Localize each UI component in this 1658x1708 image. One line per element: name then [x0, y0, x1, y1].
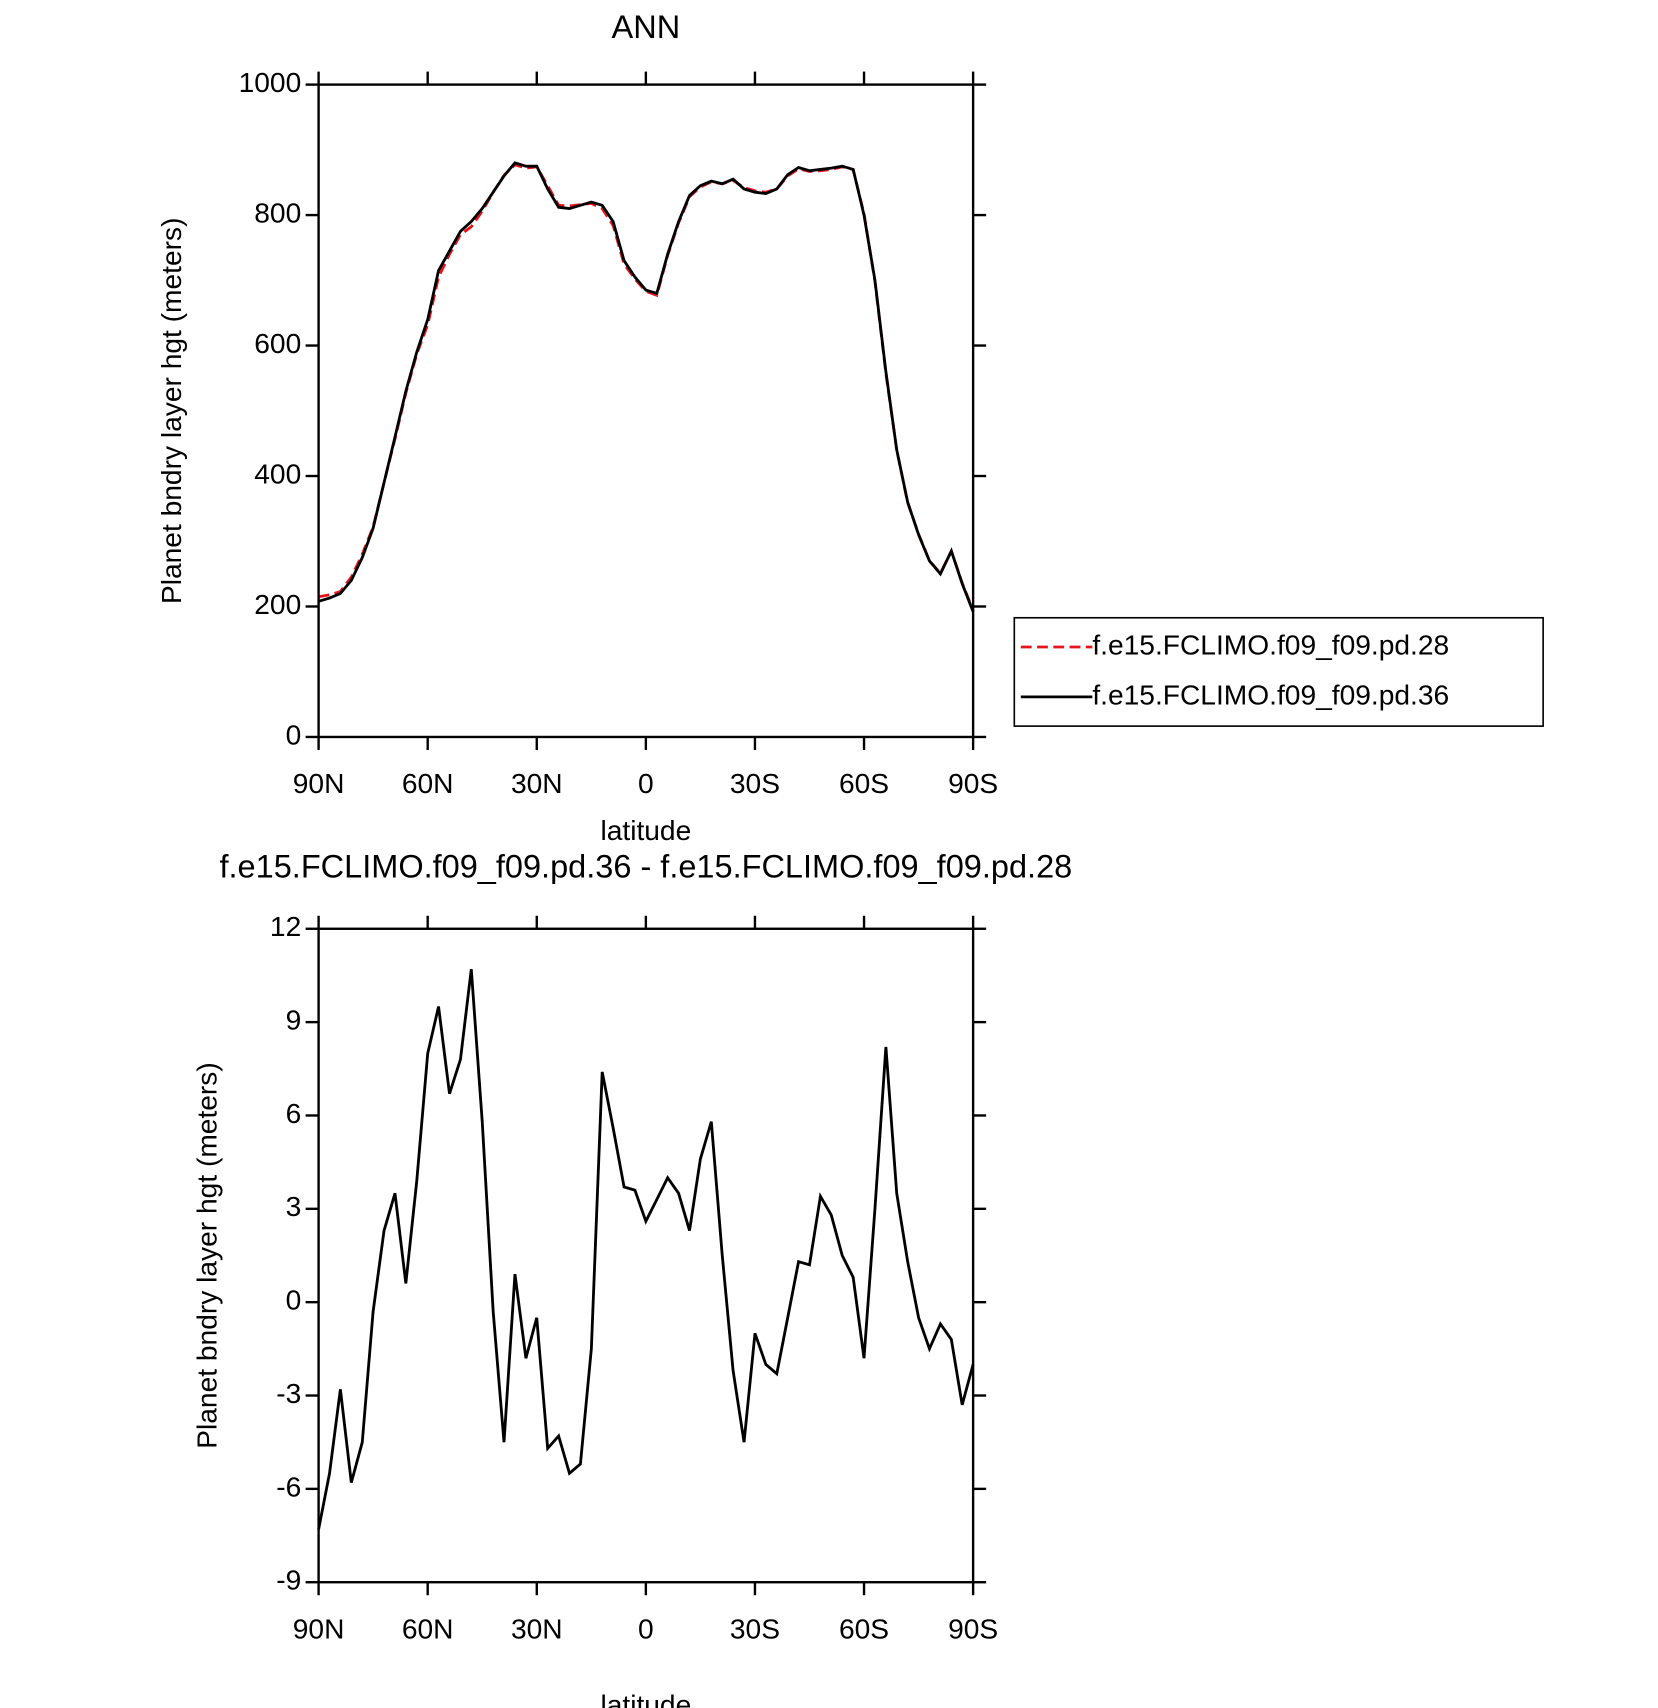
plot-frame [317, 83, 975, 739]
y-tick-label: 1000 [239, 66, 302, 98]
x-tick-label: 60N [402, 1612, 454, 1644]
x-tick-label: 90S [948, 767, 998, 799]
y-tick-label: 0 [286, 1284, 302, 1316]
x-tick-label: 0 [638, 767, 654, 799]
y-axis-label: Planet bndry layer hgt (meters) [155, 218, 187, 605]
chart-title: ANN [612, 9, 681, 45]
x-tick-label: 60S [839, 1612, 889, 1644]
y-tick-label: 200 [254, 588, 301, 620]
y-tick-label: 6 [286, 1097, 302, 1129]
y-tick-label: -9 [276, 1564, 301, 1596]
y-axis-label: Planet bndry layer hgt (meters) [191, 1062, 223, 1449]
legend-label: f.e15.FCLIMO.f09_f09.pd.36 [1092, 678, 1449, 710]
x-tick-label: 60N [402, 767, 454, 799]
x-tick-label: 60S [839, 767, 889, 799]
x-tick-label: 30S [730, 1612, 780, 1644]
x-axis-label: latitude [600, 814, 691, 846]
y-tick-label: 9 [286, 1004, 302, 1036]
plot-frame [317, 927, 975, 1584]
legend-label: f.e15.FCLIMO.f09_f09.pd.28 [1092, 628, 1449, 660]
x-axis-label: latitude [600, 1688, 691, 1708]
x-tick-label: 90S [948, 1612, 998, 1644]
y-tick-label: 600 [254, 327, 301, 359]
y-tick-label: -6 [276, 1470, 301, 1502]
x-tick-label: 30N [511, 767, 563, 799]
y-tick-label: 400 [254, 457, 301, 489]
y-tick-label: 0 [286, 718, 302, 750]
x-tick-label: 90N [293, 767, 345, 799]
y-tick-label: -3 [276, 1377, 301, 1409]
chart-title: f.e15.FCLIMO.f09_f09.pd.36 - f.e15.FCLIM… [220, 849, 1073, 885]
y-tick-label: 3 [286, 1190, 302, 1222]
data-line [318, 163, 975, 611]
x-tick-label: 30S [730, 767, 780, 799]
legend-box [1013, 616, 1544, 727]
data-line [318, 161, 975, 613]
x-tick-label: 30N [511, 1612, 563, 1644]
y-tick-label: 12 [270, 910, 301, 942]
x-tick-label: 90N [293, 1612, 345, 1644]
y-tick-label: 800 [254, 197, 301, 229]
x-tick-label: 0 [638, 1612, 654, 1644]
data-line [317, 969, 975, 1530]
